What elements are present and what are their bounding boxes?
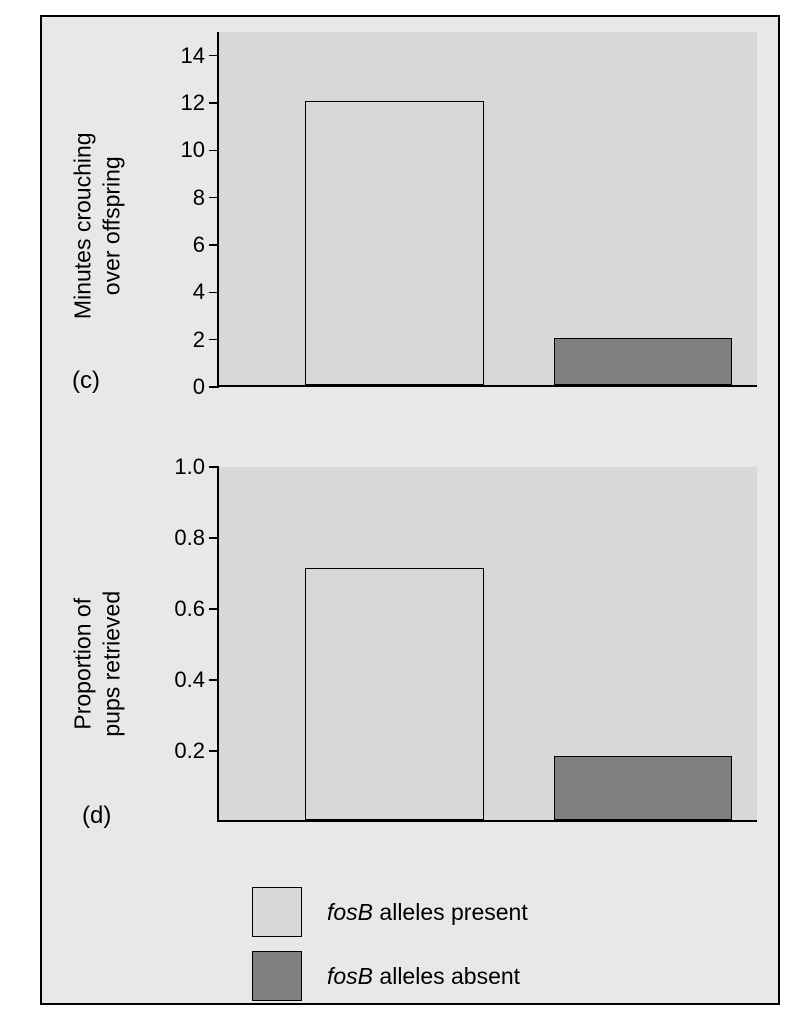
chart-d-ytick <box>209 679 219 681</box>
chart-c-ytick <box>209 55 219 57</box>
legend-label-present-rest: alleles present <box>373 899 528 925</box>
chart-c-plot-area: 02468101214 <box>217 32 757 387</box>
chart-c-ytick <box>209 150 219 152</box>
chart-c-ytick-label: 8 <box>193 185 205 211</box>
chart-d-ytick <box>209 608 219 610</box>
legend-label-present-italic: fosB <box>327 899 373 925</box>
chart-c-ytick <box>209 292 219 294</box>
chart-c-bar <box>554 338 732 385</box>
chart-c-ytick-label: 14 <box>181 43 205 69</box>
chart-d-plot-area: 0.20.40.60.81.0 <box>217 467 757 822</box>
chart-c-ytick-label: 12 <box>181 90 205 116</box>
chart-d-panel-letter: (d) <box>82 802 111 830</box>
chart-d-ytick <box>209 466 219 468</box>
figure-frame: 02468101214 Minutes crouching over offsp… <box>40 15 780 1005</box>
chart-c-ytick-label: 4 <box>193 279 205 305</box>
chart-c-ytick-label: 2 <box>193 327 205 353</box>
legend-swatch-present <box>252 887 302 937</box>
chart-d-ytick <box>209 750 219 752</box>
legend-item-absent: fosB alleles absent <box>252 951 528 1001</box>
chart-d-ylabel-line2: pups retrieved <box>98 591 124 737</box>
chart-d-ytick-label: 1.0 <box>174 454 205 480</box>
chart-c-ytick-label: 10 <box>181 137 205 163</box>
chart-c-ylabel-line2: over offspring <box>98 156 124 295</box>
chart-c-ytick <box>209 339 219 341</box>
chart-c-ytick <box>209 386 219 388</box>
legend-label-absent-rest: alleles absent <box>373 963 520 989</box>
chart-d-ylabel-line1: Proportion of <box>69 598 95 730</box>
legend-item-present: fosB alleles present <box>252 887 528 937</box>
legend-label-absent-italic: fosB <box>327 963 373 989</box>
chart-d-ytick-label: 0.4 <box>174 667 205 693</box>
chart-d-ylabel: Proportion of pups retrieved <box>68 559 126 769</box>
chart-c-ytick-label: 6 <box>193 232 205 258</box>
chart-c-ytick-label: 0 <box>193 374 205 400</box>
chart-d-ytick-label: 0.6 <box>174 596 205 622</box>
legend-swatch-absent <box>252 951 302 1001</box>
chart-c-ytick <box>209 102 219 104</box>
chart-d-ytick-label: 0.2 <box>174 738 205 764</box>
chart-d-ytick <box>209 537 219 539</box>
chart-d-bar <box>554 756 732 820</box>
chart-c-ytick <box>209 244 219 246</box>
chart-c-panel-letter: (c) <box>72 367 100 395</box>
chart-c-ylabel-line1: Minutes crouching <box>69 132 95 319</box>
chart-c-ytick <box>209 197 219 199</box>
chart-d-ytick-label: 0.8 <box>174 525 205 551</box>
legend-label-absent: fosB alleles absent <box>327 963 520 990</box>
chart-c-bar <box>305 101 483 385</box>
chart-d-bar <box>305 568 483 820</box>
legend-label-present: fosB alleles present <box>327 899 528 926</box>
legend: fosB alleles present fosB alleles absent <box>252 887 528 1015</box>
chart-c-ylabel: Minutes crouching over offspring <box>68 101 126 351</box>
